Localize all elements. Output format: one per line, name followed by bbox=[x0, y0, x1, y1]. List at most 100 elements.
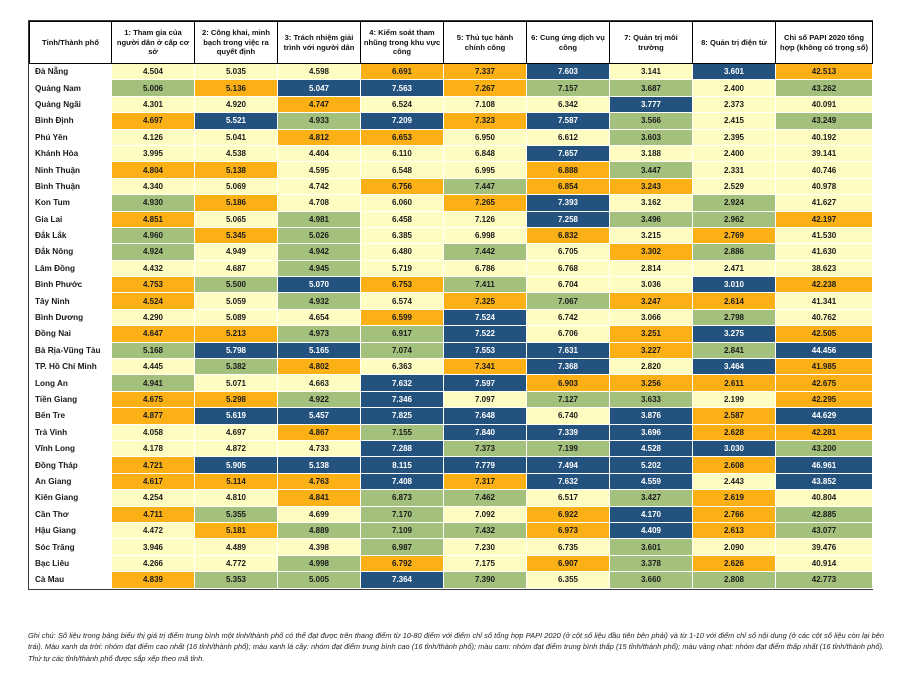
score-cell: 7.341 bbox=[443, 358, 527, 376]
score-cell: 4.930 bbox=[111, 194, 195, 212]
province-cell: Đồng Nai bbox=[29, 325, 112, 343]
score-cell: 6.060 bbox=[360, 194, 444, 212]
score-cell: 7.563 bbox=[360, 79, 444, 97]
table-header: Tỉnh/Thành phố 1: Tham gia của người dân … bbox=[29, 21, 873, 64]
score-cell: 4.654 bbox=[277, 308, 361, 327]
province-cell: Quảng Ngãi bbox=[29, 95, 112, 114]
score-cell: 43.262 bbox=[775, 79, 873, 97]
score-cell: 2.331 bbox=[692, 161, 776, 179]
score-cell: 7.524 bbox=[443, 308, 527, 327]
score-cell: 3.162 bbox=[609, 194, 693, 212]
table-row: Quảng Nam 5.006 5.136 5.047 7.563 7.267 7.157 3… bbox=[29, 79, 873, 97]
score-cell: 2.924 bbox=[692, 194, 776, 212]
table-row: Tây Ninh 4.524 5.059 4.932 6.574 7.325 7.067 3.… bbox=[29, 292, 873, 310]
score-cell: 4.559 bbox=[609, 472, 693, 491]
score-cell: 4.538 bbox=[194, 144, 278, 163]
score-cell: 7.092 bbox=[443, 505, 527, 523]
table-footnote: Ghi chú: Số liệu trong bảng biểu thị giá… bbox=[28, 631, 884, 663]
score-cell: 2.395 bbox=[692, 128, 776, 146]
score-cell: 43.249 bbox=[775, 112, 873, 130]
score-cell: 5.202 bbox=[609, 456, 693, 474]
score-cell: 4.810 bbox=[194, 489, 278, 507]
score-cell: 2.619 bbox=[692, 489, 776, 507]
score-cell: 3.247 bbox=[609, 292, 693, 310]
score-cell: 7.553 bbox=[443, 341, 527, 360]
score-cell: 7.265 bbox=[443, 194, 527, 212]
column-header: Chỉ số PAPI 2020 tổng hợp (không có trọn… bbox=[775, 21, 873, 64]
score-cell: 40.762 bbox=[775, 308, 873, 327]
score-cell: 40.914 bbox=[775, 554, 873, 573]
score-cell: 6.917 bbox=[360, 325, 444, 343]
score-cell: 4.178 bbox=[111, 439, 195, 458]
score-cell: 4.812 bbox=[277, 128, 361, 146]
score-cell: 5.168 bbox=[111, 341, 195, 360]
score-cell: 5.114 bbox=[194, 472, 278, 491]
score-cell: 3.464 bbox=[692, 358, 776, 376]
score-cell: 7.373 bbox=[443, 439, 527, 458]
score-cell: 5.905 bbox=[194, 456, 278, 474]
score-cell: 5.181 bbox=[194, 521, 278, 540]
score-cell: 4.877 bbox=[111, 407, 195, 425]
score-cell: 4.804 bbox=[111, 161, 195, 179]
score-cell: 3.215 bbox=[609, 226, 693, 245]
score-cell: 7.317 bbox=[443, 472, 527, 491]
score-cell: 3.378 bbox=[609, 554, 693, 573]
score-cell: 7.209 bbox=[360, 112, 444, 130]
province-cell: Lâm Đồng bbox=[29, 259, 112, 278]
score-cell: 8.115 bbox=[360, 456, 444, 474]
score-cell: 4.663 bbox=[277, 374, 361, 392]
score-cell: 3.227 bbox=[609, 341, 693, 360]
score-cell: 5.071 bbox=[194, 374, 278, 392]
score-cell: 40.804 bbox=[775, 489, 873, 507]
score-cell: 7.097 bbox=[443, 390, 527, 409]
score-cell: 7.632 bbox=[360, 374, 444, 392]
table-row: Đắk Nông 4.924 4.949 4.942 6.480 7.442 6.705 3.… bbox=[29, 243, 873, 261]
score-cell: 5.719 bbox=[360, 259, 444, 278]
score-cell: 2.614 bbox=[692, 292, 776, 310]
score-cell: 4.981 bbox=[277, 210, 361, 228]
score-cell: 41.530 bbox=[775, 226, 873, 245]
table-row: Hậu Giang 4.472 5.181 4.889 7.109 7.432 6.973 4… bbox=[29, 521, 873, 540]
score-cell: 3.777 bbox=[609, 95, 693, 114]
score-cell: 3.696 bbox=[609, 423, 693, 441]
score-cell: 42.513 bbox=[775, 62, 873, 81]
province-cell: Long An bbox=[29, 374, 112, 392]
score-cell: 4.711 bbox=[111, 505, 195, 523]
score-cell: 3.660 bbox=[609, 571, 693, 589]
score-cell: 6.705 bbox=[526, 243, 610, 261]
score-cell: 6.458 bbox=[360, 210, 444, 228]
score-cell: 3.995 bbox=[111, 144, 195, 163]
score-cell: 7.109 bbox=[360, 521, 444, 540]
score-cell: 7.408 bbox=[360, 472, 444, 491]
table-row: Phú Yên 4.126 5.041 4.812 6.653 6.950 6.612 3.6… bbox=[29, 128, 873, 146]
score-cell: 6.786 bbox=[443, 259, 527, 278]
score-cell: 5.065 bbox=[194, 210, 278, 228]
score-cell: 4.889 bbox=[277, 521, 361, 540]
score-cell: 6.903 bbox=[526, 374, 610, 392]
score-cell: 6.740 bbox=[526, 407, 610, 425]
score-cell: 7.462 bbox=[443, 489, 527, 507]
score-cell: 7.127 bbox=[526, 390, 610, 409]
score-cell: 4.922 bbox=[277, 390, 361, 409]
table-row: Sóc Trăng 3.946 4.489 4.398 6.987 7.230 6.735 3… bbox=[29, 538, 873, 556]
score-cell: 5.035 bbox=[194, 62, 278, 81]
table-row: Quảng Ngãi 4.301 4.920 4.747 6.524 7.108 6.342… bbox=[29, 95, 873, 114]
score-cell: 3.876 bbox=[609, 407, 693, 425]
score-cell: 38.623 bbox=[775, 259, 873, 278]
province-cell: Bạc Liêu bbox=[29, 554, 112, 573]
score-cell: 3.566 bbox=[609, 112, 693, 130]
province-cell: Tiền Giang bbox=[29, 390, 112, 409]
score-cell: 4.432 bbox=[111, 259, 195, 278]
province-cell: Đà Nẵng bbox=[29, 62, 112, 81]
column-header: 2: Công khai, minh bạch trong việc ra qu… bbox=[194, 21, 278, 64]
province-cell: Bình Thuận bbox=[29, 177, 112, 196]
score-cell: 6.548 bbox=[360, 161, 444, 179]
province-cell: Cà Mau bbox=[29, 571, 112, 589]
score-cell: 4.872 bbox=[194, 439, 278, 458]
score-cell: 5.353 bbox=[194, 571, 278, 589]
score-cell: 3.633 bbox=[609, 390, 693, 409]
table-row: Bình Dương 4.290 5.089 4.654 6.599 7.524 6.742… bbox=[29, 308, 873, 327]
score-cell: 4.398 bbox=[277, 538, 361, 556]
score-cell: 41.627 bbox=[775, 194, 873, 212]
score-cell: 42.281 bbox=[775, 423, 873, 441]
